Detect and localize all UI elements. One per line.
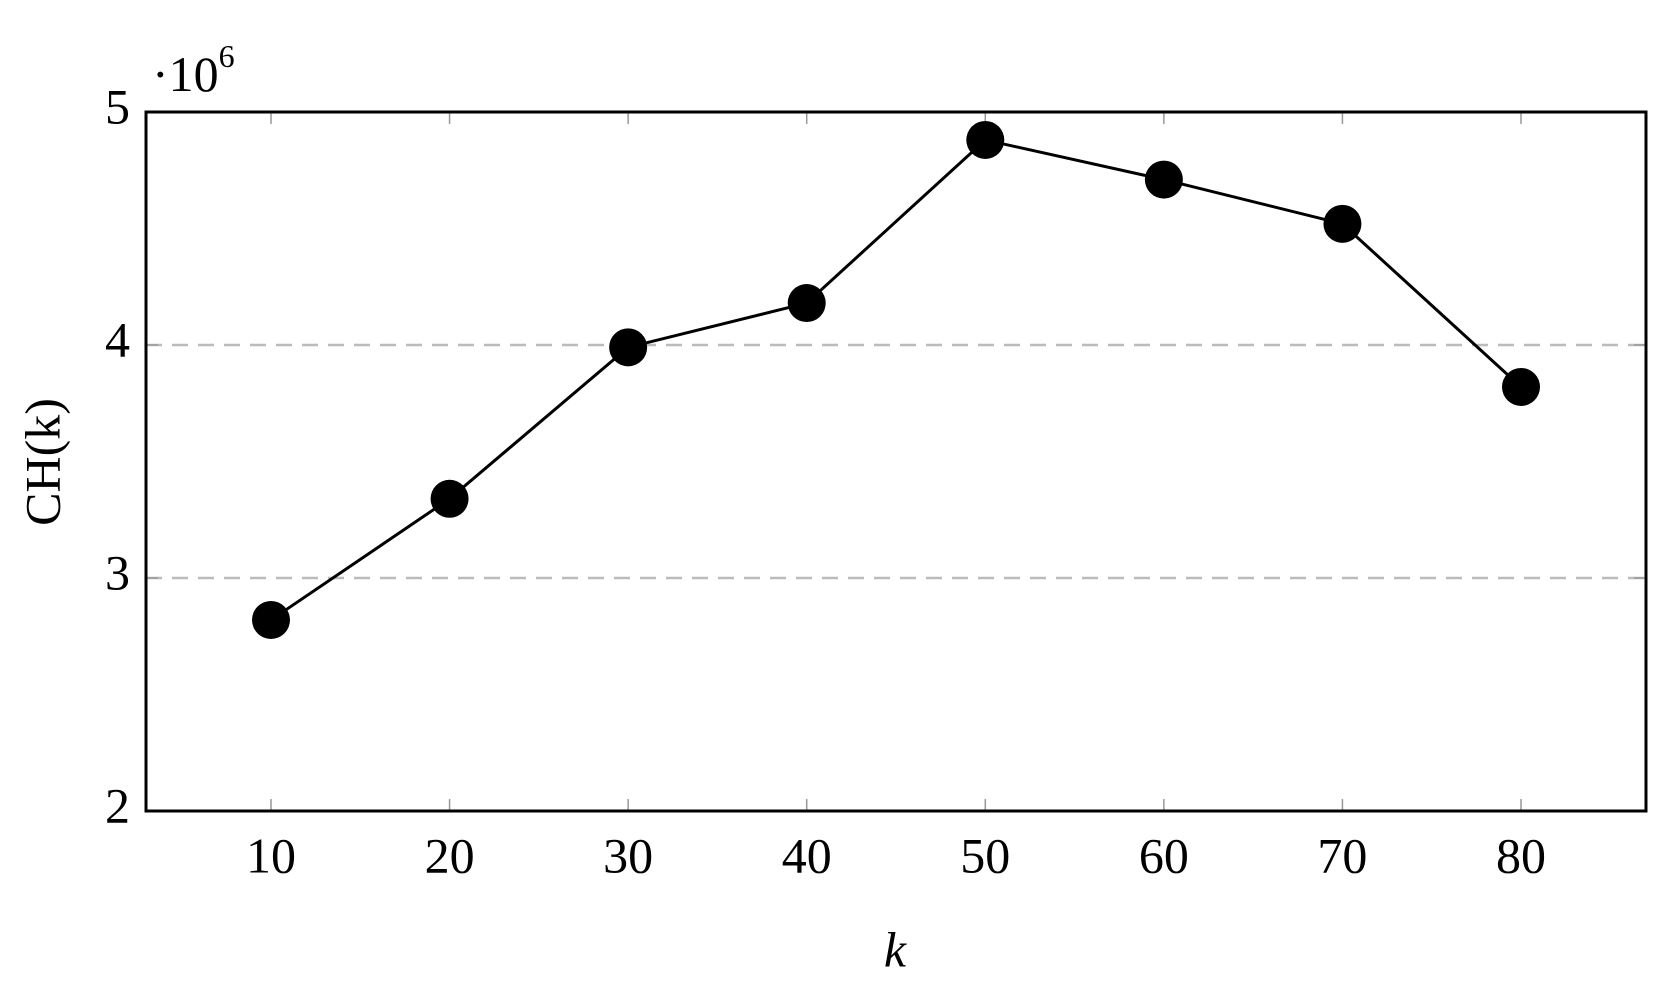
point — [1144, 160, 1183, 199]
y-tick-label: 3 — [105, 544, 130, 600]
x-tick-label: 10 — [246, 827, 296, 883]
line — [270, 138, 1523, 622]
x-tick-label: 40 — [782, 827, 832, 883]
point — [1323, 204, 1362, 243]
x-tick-label: 70 — [1317, 827, 1367, 883]
point — [966, 120, 1005, 159]
x-tick-label: 60 — [1139, 827, 1189, 883]
x-tick-label: 80 — [1496, 827, 1546, 883]
y-tick-label: 5 — [105, 78, 130, 134]
plot-frame — [144, 110, 1648, 813]
y-tick-label: 4 — [105, 311, 130, 367]
x-axis-label: k — [884, 921, 907, 977]
point — [787, 284, 826, 323]
point — [252, 600, 290, 639]
y-multiplier: ·106 — [152, 38, 235, 102]
y-multiplier-base: ·10 — [152, 46, 219, 102]
y-multiplier-exponent: 6 — [219, 38, 235, 74]
y-tick-label: 2 — [105, 777, 130, 833]
x-tick-label: 50 — [960, 827, 1010, 883]
point — [430, 479, 469, 518]
x-tick-label: 30 — [603, 827, 653, 883]
point — [609, 328, 648, 367]
point — [1502, 367, 1540, 406]
y-axis-label: CH(k) — [14, 398, 70, 526]
x-tick-label: 20 — [425, 827, 475, 883]
